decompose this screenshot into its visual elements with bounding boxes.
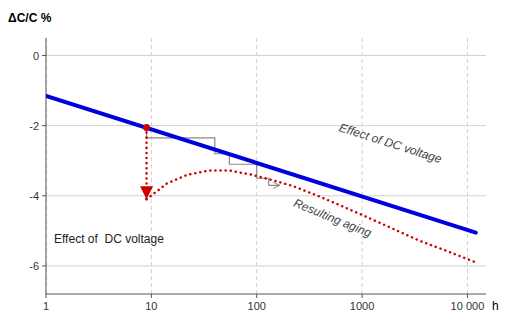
annotation: Resulting aging [292,196,374,240]
y-tick [42,55,46,56]
x-axis-label: h [492,299,499,313]
x-tick-label: 10 000 [451,300,485,312]
x-tick [467,294,468,298]
grid-line-y [46,195,486,196]
grid [46,38,486,294]
grid-line-y [46,125,486,126]
y-axis [46,38,47,294]
y-tick-label: -2 [29,120,39,132]
y-tick [42,265,46,266]
y-tick [42,125,46,126]
x-tick-label: 100 [248,300,266,312]
x-tick [362,294,363,298]
x-tick-label: 10 [145,300,157,312]
plot-area [46,96,476,263]
annotation: Effect of DC voltage [54,232,164,246]
x-tick [46,294,47,298]
x-tick-label: 1 [43,300,49,312]
grid-line-x [151,38,152,294]
grid-line-y [46,55,486,56]
y-tick-label: -6 [29,260,39,272]
y-tick [42,195,46,196]
grid-line-y [46,265,486,266]
y-tick-label: 0 [33,50,39,62]
grid-line-x [467,38,468,294]
y-axis-label: ΔC/C % [8,11,52,25]
x-axis [46,294,486,295]
line [46,96,476,233]
y-tick-label: -4 [29,190,39,202]
point [143,124,150,131]
grid-line-x [46,38,47,294]
annotation: Effect of DC voltage [337,120,443,166]
grid-line-x [362,38,363,294]
x-tick-label: 1000 [350,300,374,312]
line [145,127,148,199]
x-tick [256,294,257,298]
chart: 1 10 100 1000 10 000 0 -2 -4 -6 h ΔC/C % Effect of … [0,0,512,327]
x-tick [151,294,152,298]
